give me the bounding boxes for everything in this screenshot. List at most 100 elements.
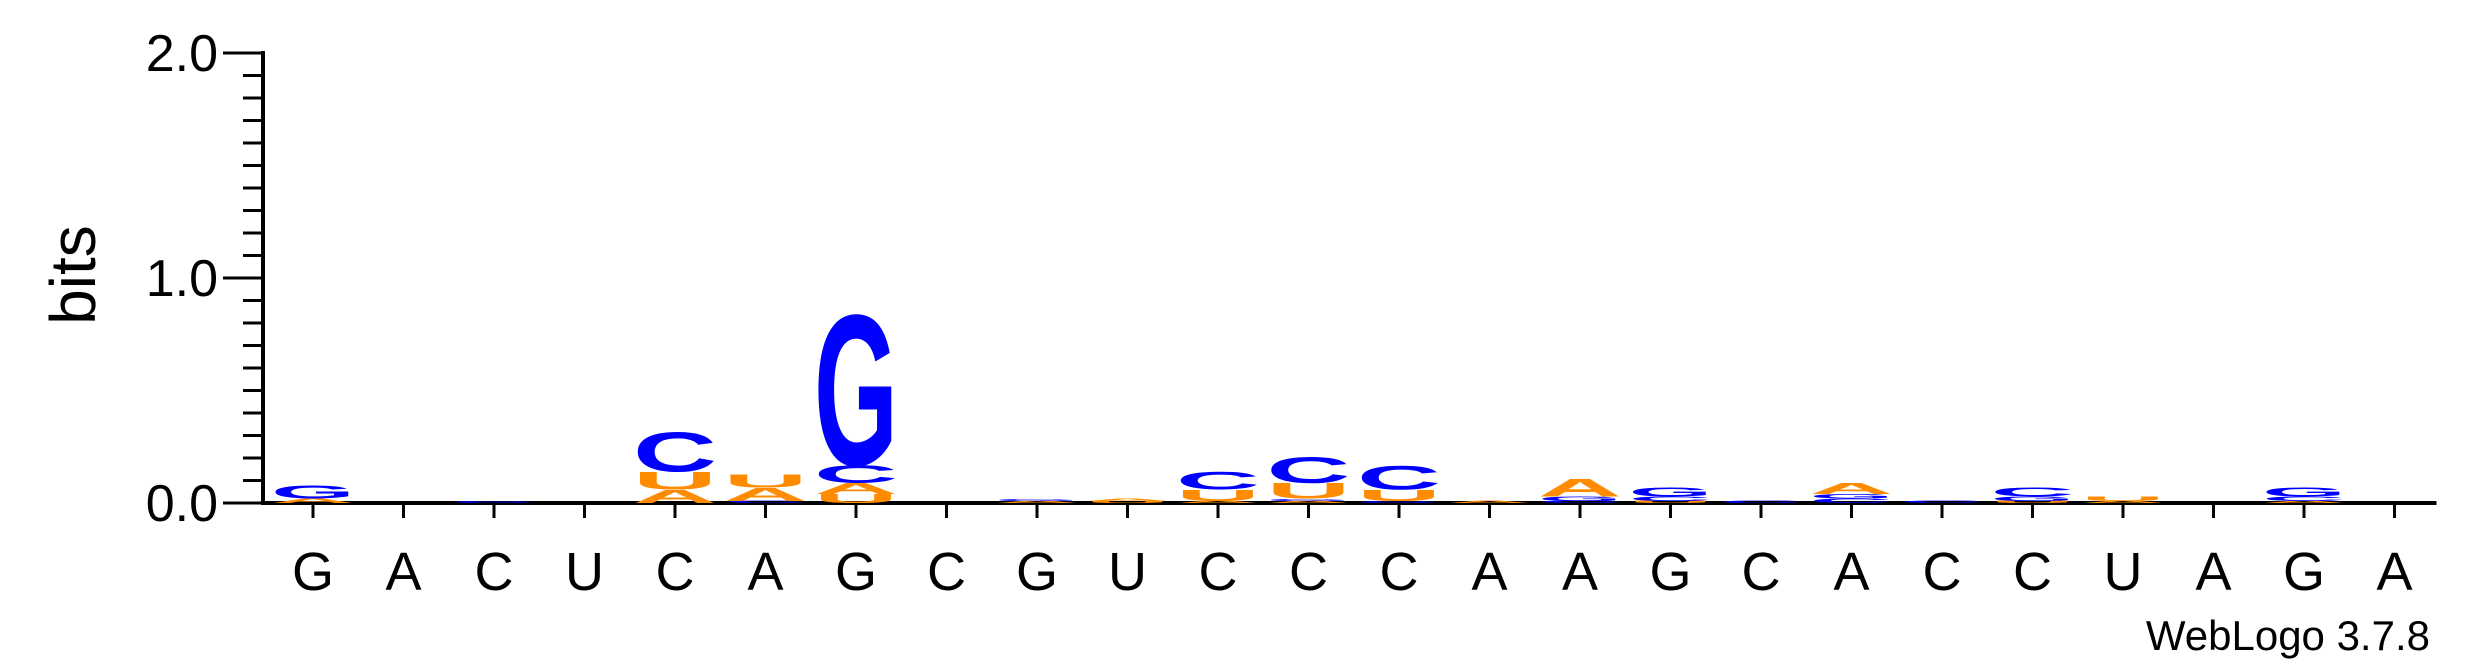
logo-letter-G: G bbox=[452, 500, 536, 503]
y-axis-label: bits bbox=[37, 225, 109, 325]
sequence-label: C bbox=[927, 542, 966, 602]
logo-letter-U: U bbox=[1176, 487, 1260, 505]
logo-letter-U: U bbox=[2081, 495, 2165, 502]
logo-glyph: A bbox=[1447, 500, 1531, 503]
logo-letter-C: C bbox=[1176, 467, 1260, 495]
logo-letter-C: C bbox=[2262, 495, 2346, 502]
sequence-label: G bbox=[292, 542, 334, 602]
logo-letter-G: G bbox=[1267, 498, 1351, 501]
weblogo-credit: WebLogo 3.7.8 bbox=[2146, 612, 2430, 659]
logo-letter-C: C bbox=[1900, 500, 1984, 503]
logo-glyph: C bbox=[1809, 497, 1893, 504]
logo-glyph: C bbox=[1900, 500, 1984, 503]
y-axis: 0.0 1.0 2.0 bbox=[146, 25, 265, 533]
logo-glyph: C bbox=[633, 421, 717, 484]
logo-letter-G: G bbox=[271, 482, 355, 503]
logo-glyph: U bbox=[1628, 500, 1712, 503]
logo-letter-G: G bbox=[1629, 485, 1713, 499]
logo-letter-U: U bbox=[1357, 487, 1441, 505]
logo-letter-U: U bbox=[1990, 500, 2074, 503]
logo-glyph: G bbox=[2262, 485, 2346, 499]
logo-letter-A: A bbox=[633, 486, 717, 507]
sequence-label: C bbox=[1289, 542, 1328, 602]
sequence-label: C bbox=[1923, 542, 1962, 602]
logo-letter-G: G bbox=[2262, 485, 2346, 499]
logo-letter-U: U bbox=[1267, 479, 1351, 504]
logo-glyph: U bbox=[1267, 479, 1351, 504]
logo-letter-G: G bbox=[1357, 500, 1441, 503]
logo-glyph: C bbox=[1719, 500, 1803, 503]
sequence-label: A bbox=[1833, 542, 1869, 602]
logo-glyph: A bbox=[633, 486, 717, 507]
logo-letter-G: G bbox=[1991, 495, 2075, 502]
logo-letter-A: A bbox=[995, 500, 1079, 503]
y-tick-label: 0.0 bbox=[146, 475, 218, 533]
sequence-label: A bbox=[385, 542, 421, 602]
logo-glyph: U bbox=[724, 470, 808, 491]
sequence-label: C bbox=[2013, 542, 2052, 602]
logo-letter-A: A bbox=[814, 480, 898, 498]
sequence-label: G bbox=[2283, 542, 2325, 602]
logo-letter-C: C bbox=[1991, 485, 2075, 499]
logo-glyph: C bbox=[1267, 449, 1351, 491]
logo-glyph: U bbox=[1176, 487, 1260, 505]
logo-letter-A: A bbox=[1447, 500, 1531, 503]
logo-glyph: G bbox=[1991, 495, 2075, 502]
logo-glyph: A bbox=[1538, 474, 1622, 502]
logo-glyph: A bbox=[1176, 500, 1260, 503]
logo-glyph: U bbox=[1357, 487, 1441, 505]
logo-letter-C: C bbox=[1628, 495, 1712, 502]
sequence-label: A bbox=[747, 542, 783, 602]
logo-glyph: C bbox=[1991, 485, 2075, 499]
logo-letter-G: G bbox=[1810, 493, 1894, 500]
logo-letter-G: G bbox=[814, 271, 898, 511]
sequence-label: U bbox=[1108, 542, 1147, 602]
logo-glyph: A bbox=[995, 500, 1079, 503]
sequence-label: A bbox=[2376, 542, 2412, 602]
logo-letter-U: U bbox=[724, 470, 808, 491]
logo-glyph: G bbox=[814, 271, 898, 511]
logo-letter-G: G bbox=[1538, 495, 1622, 502]
x-axis bbox=[261, 501, 2437, 518]
logo-glyph: C bbox=[1357, 459, 1441, 497]
logo-glyph: A bbox=[271, 497, 355, 504]
logo-glyph: A bbox=[2081, 500, 2165, 503]
logo-letter-C: C bbox=[1267, 449, 1351, 491]
logo-glyph: A bbox=[814, 480, 898, 498]
y-tick-label: 1.0 bbox=[146, 250, 218, 308]
logo-glyph: C bbox=[1176, 467, 1260, 495]
logo-letter-U: U bbox=[814, 492, 898, 506]
logo-letter-G: G bbox=[995, 498, 1079, 501]
logo-letter-U: U bbox=[1085, 500, 1169, 503]
sequence-label: C bbox=[656, 542, 695, 602]
logo-glyph: G bbox=[1357, 500, 1441, 503]
logo-letter-A: A bbox=[1810, 480, 1894, 498]
logo-glyph: A bbox=[1266, 500, 1350, 503]
logo-letter-C: C bbox=[723, 500, 807, 503]
sequence-label: A bbox=[1471, 542, 1507, 602]
logo-letter-A: A bbox=[1538, 474, 1622, 502]
logo-letter-C: C bbox=[1538, 500, 1622, 503]
sequence-label: G bbox=[1016, 542, 1058, 602]
logo-glyph: A bbox=[1810, 480, 1894, 498]
sequence-label: C bbox=[1742, 542, 1781, 602]
sequence-label: A bbox=[1562, 542, 1598, 602]
logo-letter-A: A bbox=[271, 497, 355, 504]
sequence-label: G bbox=[1649, 542, 1691, 602]
sequence-label: G bbox=[835, 542, 877, 602]
logo-glyph: U bbox=[1085, 500, 1169, 503]
sequence-label: C bbox=[1380, 542, 1419, 602]
logo-letter-C: C bbox=[814, 460, 898, 488]
logo-glyph: U bbox=[814, 492, 898, 506]
logo-letter-A: A bbox=[1085, 498, 1169, 501]
logo-letter-C: C bbox=[1809, 497, 1893, 504]
logo-glyph: G bbox=[1629, 485, 1713, 499]
logo-letter-U: U bbox=[633, 467, 717, 495]
logo-glyph: U bbox=[633, 467, 717, 495]
logo-glyph: A bbox=[724, 484, 808, 505]
logo-letter-C: C bbox=[1719, 500, 1803, 503]
logo-letter-A: A bbox=[724, 484, 808, 505]
logo-letter-A: A bbox=[1176, 500, 1260, 503]
logo-glyph: U bbox=[1990, 500, 2074, 503]
